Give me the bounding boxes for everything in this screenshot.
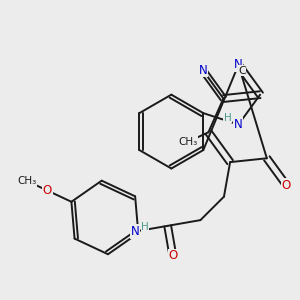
Text: CH₃: CH₃ xyxy=(18,176,37,186)
Text: O: O xyxy=(43,184,52,197)
Text: H: H xyxy=(224,113,231,123)
Text: N: N xyxy=(130,225,139,238)
Text: CH₃: CH₃ xyxy=(179,137,198,147)
Text: C: C xyxy=(238,66,246,76)
Text: N: N xyxy=(234,58,243,71)
Text: N: N xyxy=(198,64,207,76)
Text: H: H xyxy=(141,223,149,232)
Text: O: O xyxy=(282,179,291,192)
Text: O: O xyxy=(168,249,178,262)
Text: N: N xyxy=(234,118,243,131)
